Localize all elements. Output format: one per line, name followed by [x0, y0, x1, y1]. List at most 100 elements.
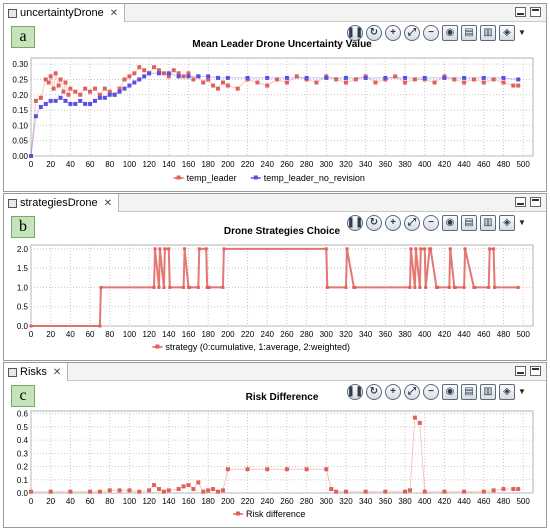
layers-icon[interactable]: ◈	[499, 25, 515, 41]
layers-icon[interactable]: ◈	[499, 215, 515, 231]
data-point	[462, 80, 467, 85]
zoom-in-icon[interactable]: +	[385, 25, 401, 41]
zoom-out-icon[interactable]: −	[423, 25, 439, 41]
data-point	[393, 74, 398, 79]
zoom-out-icon[interactable]: −	[423, 384, 439, 400]
x-tick-label: 120	[142, 497, 156, 506]
data-point	[363, 75, 368, 80]
legend-label: temp_leader	[187, 173, 237, 183]
maximize-icon[interactable]	[530, 197, 541, 207]
series-0	[29, 415, 521, 494]
data-point	[516, 285, 520, 289]
x-tick-label: 360	[379, 497, 393, 506]
legend: Risk difference	[233, 509, 305, 519]
x-tick-label: 280	[300, 330, 314, 339]
data-point	[492, 247, 496, 251]
data-point	[447, 285, 451, 289]
data-point	[122, 77, 127, 82]
dropdown-icon[interactable]: ▼	[518, 218, 526, 227]
layout-icon[interactable]: ▥	[480, 215, 496, 231]
x-tick-label: 360	[379, 330, 393, 339]
x-tick-label: 320	[339, 497, 353, 506]
y-tick-label: 0.00	[12, 152, 28, 161]
data-point	[33, 114, 38, 119]
x-tick-label: 160	[182, 160, 196, 169]
x-tick-label: 440	[457, 160, 471, 169]
data-point	[127, 83, 132, 88]
x-tick-label: 480	[497, 497, 511, 506]
data-point	[429, 247, 433, 251]
fit-icon[interactable]: ⤢	[404, 25, 420, 41]
data-point	[142, 68, 147, 73]
table-icon[interactable]: ▤	[461, 384, 477, 400]
x-tick-label: 420	[438, 497, 452, 506]
table-icon[interactable]: ▤	[461, 215, 477, 231]
data-point	[424, 285, 428, 289]
zoom-out-icon[interactable]: −	[423, 215, 439, 231]
close-icon[interactable]: ✕	[109, 7, 119, 19]
data-point	[345, 247, 349, 251]
data-point	[488, 247, 492, 251]
data-point	[58, 77, 63, 82]
snapshot-icon[interactable]: ◉	[442, 215, 458, 231]
data-point	[186, 74, 191, 79]
maximize-icon[interactable]	[530, 366, 541, 376]
data-point	[409, 247, 413, 251]
layout-icon[interactable]: ▥	[480, 384, 496, 400]
layers-icon[interactable]: ◈	[499, 384, 515, 400]
data-point	[493, 285, 497, 289]
tab-risks[interactable]: Risks ✕	[4, 363, 69, 381]
data-point	[383, 489, 388, 494]
data-point	[78, 92, 83, 97]
pause-icon[interactable]: ❚❚	[347, 25, 363, 41]
data-point	[48, 489, 53, 494]
pause-icon[interactable]: ❚❚	[347, 215, 363, 231]
snapshot-icon[interactable]: ◉	[442, 25, 458, 41]
refresh-icon[interactable]: ↻	[366, 384, 382, 400]
fit-icon[interactable]: ⤢	[404, 384, 420, 400]
fit-icon[interactable]: ⤢	[404, 215, 420, 231]
data-point	[166, 488, 171, 493]
dropdown-icon[interactable]: ▼	[518, 387, 526, 396]
data-point	[187, 285, 191, 289]
x-tick-label: 400	[418, 330, 432, 339]
data-point	[112, 92, 117, 97]
refresh-icon[interactable]: ↻	[366, 25, 382, 41]
zoom-in-icon[interactable]: +	[385, 384, 401, 400]
close-icon[interactable]: ✕	[103, 197, 113, 209]
snapshot-icon[interactable]: ◉	[442, 384, 458, 400]
minimize-icon[interactable]	[515, 7, 526, 17]
data-point	[403, 80, 408, 85]
layout-icon[interactable]: ▥	[480, 25, 496, 41]
x-tick-label: 220	[241, 330, 255, 339]
data-point	[78, 98, 83, 103]
data-point	[117, 86, 122, 91]
maximize-icon[interactable]	[530, 7, 541, 17]
data-point	[481, 75, 486, 80]
tab-strategies-drone[interactable]: strategiesDrone ✕	[4, 194, 120, 212]
tab-uncertainty-drone[interactable]: uncertaintyDrone ✕	[4, 4, 126, 22]
data-point	[73, 101, 78, 106]
data-point	[56, 83, 61, 88]
x-tick-label: 180	[201, 160, 215, 169]
pause-icon[interactable]: ❚❚	[347, 384, 363, 400]
data-point	[403, 75, 408, 80]
data-point	[353, 285, 357, 289]
dropdown-icon[interactable]: ▼	[518, 28, 526, 37]
x-tick-label: 160	[182, 497, 196, 506]
refresh-icon[interactable]: ↻	[366, 215, 382, 231]
close-icon[interactable]: ✕	[52, 366, 62, 378]
data-point	[152, 65, 157, 70]
zoom-in-icon[interactable]: +	[385, 215, 401, 231]
minimize-icon[interactable]	[515, 366, 526, 376]
data-point	[501, 487, 506, 492]
series-line	[30, 66, 519, 157]
minimize-icon[interactable]	[515, 197, 526, 207]
x-tick-label: 80	[105, 330, 114, 339]
data-point	[462, 285, 466, 289]
table-icon[interactable]: ▤	[461, 25, 477, 41]
x-tick-label: 440	[457, 330, 471, 339]
data-point	[167, 247, 171, 251]
data-point	[117, 89, 122, 94]
panel-risks: Risks ✕ c ❚❚ ↻ + ⤢ − ◉ ▤ ▥ ◈ ▼ Risk Diff…	[3, 362, 547, 528]
